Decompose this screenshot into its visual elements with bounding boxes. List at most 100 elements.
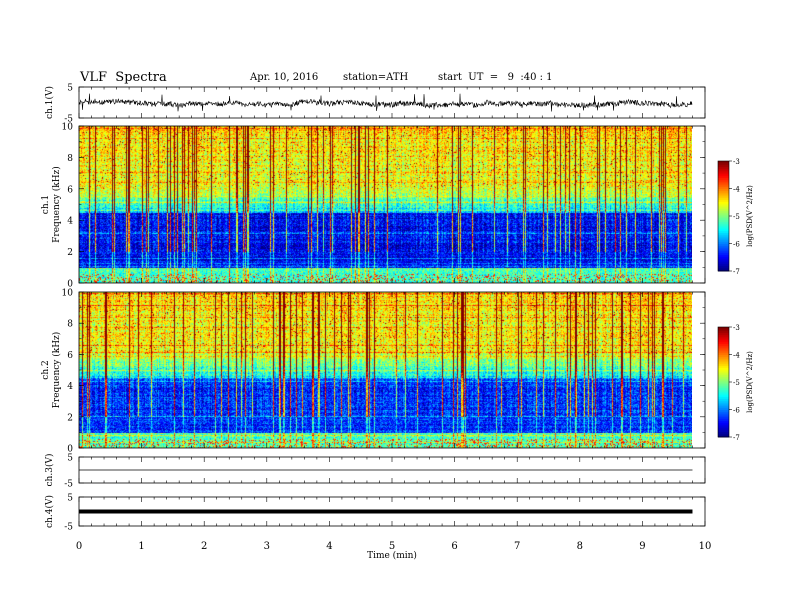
x-axis-label: Time (min) [367, 550, 417, 561]
ch2-spectrogram-ytick-label: 8 [67, 320, 73, 330]
ch1-spectrogram-colorbar-cell [718, 245, 729, 248]
ch1-spectrogram-colorbar-cell [718, 206, 729, 210]
ch1-spectrogram-colorbar-cell [718, 173, 729, 177]
ch1-spectrogram-colorbar-cell [718, 172, 729, 175]
ch3-waveform-ytick-label: 5 [67, 454, 73, 464]
ch1-spectrogram-heatmap [79, 126, 692, 283]
ch4-waveform-ytick-label: 5 [67, 494, 73, 504]
x-tick-label: 2 [201, 541, 207, 552]
ch2-spectrogram-colorbar-cell [718, 404, 729, 407]
ch2-spectrogram-colorbar-label: log(PSD(V^2/Hz) [746, 351, 754, 413]
ch1-spectrogram-colorbar-cell [718, 228, 729, 232]
ch2-spectrogram-colorbar-cell [718, 376, 729, 379]
ch1-waveform-trace [78, 93, 693, 112]
ch1-spectrogram-colorbar-cell [718, 241, 729, 244]
ch1-waveform-ylabel: ch.1(V) [44, 86, 55, 119]
x-tick-label: 10 [699, 541, 712, 552]
ch2-spectrogram-colorbar-tick-label: -3 [733, 324, 740, 332]
ch1-spectrogram-colorbar-cell [718, 175, 729, 178]
ch1-spectrogram-colorbar-cell [718, 243, 729, 246]
ch2-spectrogram-colorbar-cell [718, 350, 729, 354]
x-tick-label: 3 [264, 541, 270, 552]
ch1-spectrogram-ytick-label: 0 [67, 280, 73, 290]
ch2-spectrogram-colorbar-cell [718, 402, 729, 405]
x-tick-label: 0 [76, 541, 82, 552]
ch1-waveform-ytick-label: 5 [67, 84, 73, 94]
ch2-spectrogram-ytick-label: 6 [67, 351, 73, 361]
ch2-spectrogram-colorbar-cell [718, 341, 729, 344]
ch2-spectrogram-colorbar-cell [718, 371, 729, 374]
ch2-spectrogram-colorbar-cell [718, 345, 729, 348]
ch2-spectrogram-colorbar-cell [718, 332, 729, 335]
ch3-waveform-ylabel: ch.3(V) [44, 454, 55, 487]
ch2-spectrogram-colorbar-cell [718, 426, 729, 429]
ch2-spectrogram-colorbar-cell [718, 369, 729, 372]
ch1-spectrogram-colorbar-cell [718, 203, 729, 206]
ch1-spectrogram-colorbar-cell [718, 254, 729, 257]
ch2-spectrogram-colorbar-cell [718, 433, 729, 436]
ch2-spectrogram-colorbar-cell [718, 413, 729, 416]
ch2-spectrogram-colorbar-cell [718, 349, 729, 352]
ch1-spectrogram-colorbar-cell [718, 205, 729, 208]
ch2-spectrogram-colorbar-cell [718, 409, 729, 412]
ch2-spectrogram-colorbar-cell [718, 378, 729, 381]
ch1-spectrogram-ytick-label: 10 [62, 123, 74, 133]
ch1-spectrogram-colorbar-cell [718, 223, 729, 226]
ch2-spectrogram-colorbar-cell [718, 330, 729, 333]
x-tick-label: 5 [389, 541, 395, 552]
ch1-spectrogram-colorbar-cell [718, 184, 729, 188]
ch2-spectrogram-colorbar-cell [718, 416, 729, 420]
ch1-spectrogram-colorbar-cell [718, 192, 729, 195]
ch2-spectrogram-colorbar-cell [718, 352, 729, 355]
ch1-spectrogram-colorbar-cell [718, 250, 729, 254]
ch2-spectrogram-colorbar-cell [718, 339, 729, 343]
ch1-spectrogram-colorbar-cell [718, 261, 729, 265]
ch4-waveform-ytick-label: -5 [64, 523, 73, 533]
ch2-spectrogram-colorbar-cell [718, 431, 729, 434]
ch1-spectrogram-ylabel: Frequency (kHz) [51, 166, 62, 243]
ch1-spectrogram-colorbar-cell [718, 263, 729, 266]
ch2-spectrogram-colorbar-cell [718, 354, 729, 357]
ch2-spectrogram-colorbar-cell [718, 343, 729, 346]
x-tick-label: 8 [577, 541, 583, 552]
ch2-spectrogram-colorbar-cell [718, 418, 729, 421]
ch2-spectrogram-colorbar-cell [718, 367, 729, 370]
ch2-spectrogram-colorbar-cell [718, 336, 729, 339]
ch1-spectrogram-colorbar-cell [718, 247, 729, 250]
ch2-spectrogram-colorbar-cell [718, 374, 729, 377]
ch2-spectrogram-colorbar-cell [718, 420, 729, 423]
ch2-spectrogram-colorbar-cell [718, 389, 729, 392]
ch2-spectrogram-colorbar-cell [718, 327, 729, 330]
ch1-spectrogram-ytick-label: 8 [67, 154, 73, 164]
ch2-spectrogram-colorbar-cell [718, 435, 729, 438]
ch2-spectrogram-ylabel: Frequency (kHz) [51, 332, 62, 409]
chart-title: VLF Spectra [80, 70, 167, 85]
ch2-spectrogram-ytick-label: 0 [67, 445, 73, 455]
ch1-spectrogram-colorbar-cell [718, 166, 729, 169]
ch2-spectrogram-colorbar-cell [718, 405, 729, 409]
ch1-spectrogram-ytick-label: 4 [67, 217, 73, 227]
ch1-spectrogram-colorbar-cell [718, 260, 729, 263]
ch1-spectrogram-colorbar-cell [718, 230, 729, 233]
ch1-spectrogram-colorbar-cell [718, 217, 729, 221]
ch1-spectrogram-colorbar-cell [718, 221, 729, 224]
ch2-spectrogram-colorbar-cell [718, 415, 729, 418]
ch2-spectrogram-colorbar-cell [718, 383, 729, 387]
ch2-spectrogram-colorbar-cell [718, 380, 729, 383]
ch2-spectrogram-colorbar-cell [718, 427, 729, 431]
ch1-spectrogram-colorbar-cell [718, 195, 729, 199]
ch1-spectrogram-colorbar-cell [718, 170, 729, 173]
ch2-spectrogram-colorbar-cell [718, 424, 729, 427]
ch1-spectrogram-colorbar-cell [718, 188, 729, 191]
ch2-spectrogram-colorbar-cell [718, 385, 729, 388]
ch2-spectrogram-ytick-label: 10 [62, 289, 74, 299]
ch1-spectrogram-colorbar-cell [718, 227, 729, 230]
start-time-label: start UT = 9 :40 : 1 [438, 72, 553, 83]
ch1-spectrogram-colorbar-cell [718, 162, 729, 166]
ch1-spectrogram-colorbar-cell [718, 216, 729, 219]
ch2-spectrogram-ytick-label: 4 [67, 382, 73, 392]
ch1-spectrogram-colorbar-cell [718, 225, 729, 228]
ch1-spectrogram-colorbar-cell [718, 256, 729, 259]
ch1-spectrogram-colorbar-cell [718, 164, 729, 167]
ch2-spectrogram-colorbar-cell [718, 387, 729, 390]
